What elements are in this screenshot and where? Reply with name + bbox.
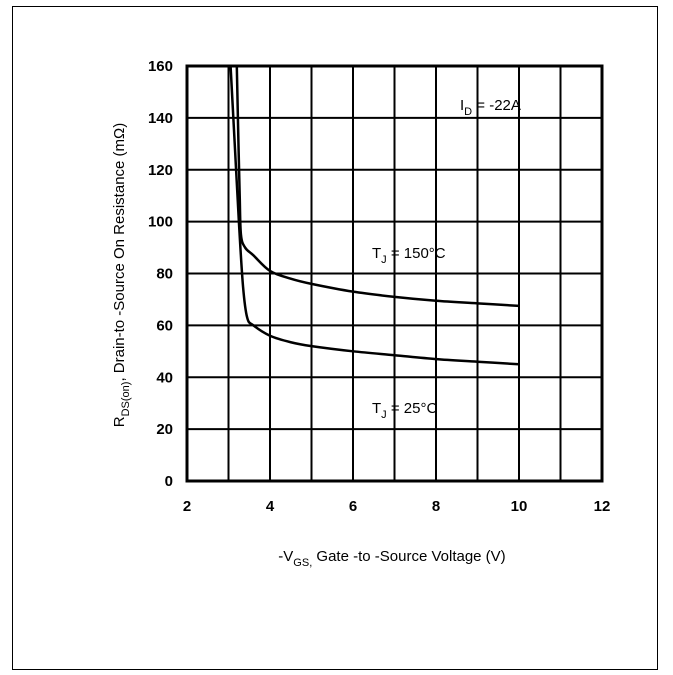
y-tick-label: 80 bbox=[156, 266, 173, 283]
x-tick-label: 8 bbox=[432, 498, 440, 515]
x-axis-ticks: 2 4 6 8 10 12 bbox=[183, 498, 611, 515]
y-axis-label: RDS(on), Drain-to -Source On Resistance … bbox=[111, 123, 132, 427]
annotation-tj-150: TJ = 150°C bbox=[372, 245, 446, 266]
x-tick-label: 2 bbox=[183, 498, 191, 515]
y-tick-label: 20 bbox=[156, 421, 173, 438]
annotation-tj-25: TJ = 25°C bbox=[372, 400, 437, 421]
plot-area bbox=[185, 64, 604, 483]
figure-frame bbox=[12, 6, 658, 670]
y-tick-label: 140 bbox=[148, 110, 173, 127]
y-tick-label: 40 bbox=[156, 369, 173, 386]
series-line-tj-25 bbox=[229, 65, 520, 366]
y-tick-label: 0 bbox=[165, 473, 173, 490]
x-tick-label: 10 bbox=[511, 498, 528, 515]
annotation-current: ID = -22A bbox=[460, 97, 521, 118]
x-tick-label: 6 bbox=[349, 498, 357, 515]
x-tick-label: 4 bbox=[266, 498, 275, 515]
y-axis-ticks: 0 20 40 60 80 100 120 140 160 bbox=[148, 58, 173, 490]
y-tick-label: 160 bbox=[148, 58, 173, 75]
series-layer bbox=[229, 65, 520, 366]
y-tick-label: 100 bbox=[148, 214, 173, 231]
y-tick-label: 60 bbox=[156, 317, 173, 334]
x-axis-label: -VGS, Gate -to -Source Voltage (V) bbox=[278, 548, 505, 569]
x-tick-label: 12 bbox=[594, 498, 611, 515]
grid bbox=[187, 66, 602, 481]
y-tick-label: 120 bbox=[148, 162, 173, 179]
series-line-tj-150 bbox=[235, 65, 520, 308]
